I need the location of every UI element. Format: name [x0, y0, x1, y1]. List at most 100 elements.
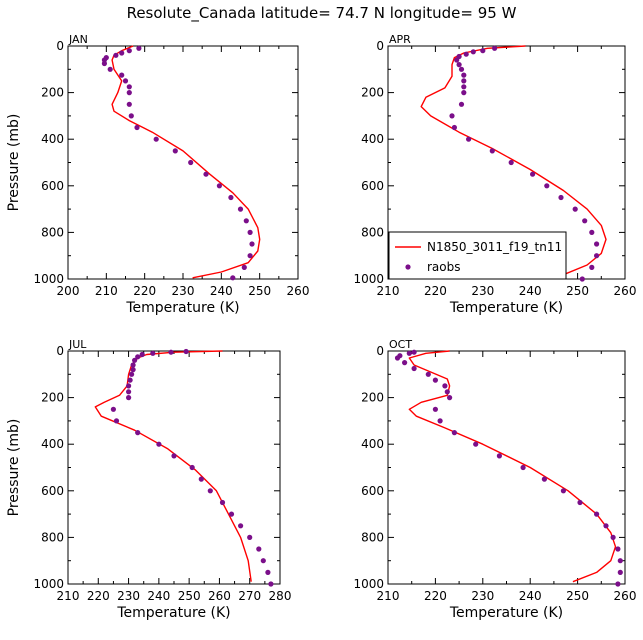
obs-point	[411, 349, 417, 355]
x-tick-label: 220	[424, 284, 447, 298]
y-tick-label: 400	[41, 132, 64, 146]
obs-point	[265, 569, 271, 576]
obs-point	[135, 430, 141, 436]
panel-jul: 210 220 230 240 250 260 270 280 0 200 400 600 800 100…	[6, 338, 291, 621]
obs-point	[442, 383, 448, 389]
obs-point	[153, 136, 159, 142]
y-tick-label: 1000	[33, 577, 64, 591]
y-tick-label: 800	[361, 225, 384, 239]
y-tick-label: 1000	[353, 577, 384, 591]
obs-point	[126, 389, 132, 395]
legend-box	[388, 231, 567, 280]
y-tick-label: 600	[361, 179, 384, 193]
obs-point	[425, 371, 431, 377]
x-tick-label: 230	[471, 589, 494, 603]
obs-point	[461, 72, 467, 78]
obs-point	[247, 534, 253, 541]
obs-point	[126, 48, 132, 54]
panel-label: JUL	[68, 338, 87, 351]
obs-point	[617, 569, 623, 576]
obs-point	[508, 159, 514, 166]
obs-point	[238, 523, 244, 529]
obs-point	[496, 453, 502, 459]
plot-frame-jan	[67, 45, 299, 280]
panel-label: OCT	[389, 338, 412, 351]
obs-point	[230, 275, 236, 281]
x-tick-label: 210	[377, 589, 400, 603]
obs-point	[126, 90, 132, 96]
y-tick-label: 400	[41, 437, 64, 451]
obs-point	[172, 148, 178, 154]
obs-point	[128, 113, 134, 119]
obs-point	[189, 464, 195, 471]
y-tick-label: 0	[376, 344, 384, 358]
obs-point	[150, 350, 156, 356]
x-tick-label: 220	[133, 284, 156, 298]
obs-point	[119, 72, 125, 78]
obs-point	[432, 377, 438, 383]
obs-point	[168, 349, 174, 355]
obs-point	[461, 78, 467, 84]
obs-point	[615, 546, 621, 552]
obs-point	[130, 367, 136, 373]
obs-point	[461, 90, 467, 96]
panel-label: APR	[389, 33, 411, 46]
x-tick-label: 240	[519, 284, 542, 298]
obs-point	[203, 171, 209, 177]
legend-obs-swatch	[405, 264, 411, 270]
obs-point	[126, 383, 132, 389]
y-tick-label: 800	[361, 530, 384, 544]
obs-point	[473, 441, 479, 447]
obs-point	[139, 351, 145, 358]
obs-point	[458, 66, 465, 72]
y-tick-label: 400	[361, 437, 384, 451]
y-tick-label: 0	[56, 39, 64, 53]
obs-point	[136, 45, 142, 51]
x-tick-label: 250	[566, 589, 589, 603]
obs-point	[610, 534, 616, 541]
model-line-oct	[408, 350, 617, 583]
obs-point	[406, 350, 412, 356]
obs-point	[237, 206, 244, 212]
obs-point	[101, 60, 107, 67]
y-tick-label: 0	[56, 344, 64, 358]
y-tick-label: 200	[41, 391, 64, 405]
obs-point	[207, 488, 213, 494]
legend-model-label: N1850_3011_f19_tn11	[427, 240, 562, 254]
x-tick-label: 260	[208, 589, 231, 603]
x-tick-label: 250	[248, 284, 271, 298]
chart-title: Resolute_Canada latitude= 74.7 N longitu…	[127, 4, 517, 23]
obs-point	[594, 511, 600, 517]
obs-point	[241, 264, 247, 270]
x-tick-label: 260	[614, 284, 637, 298]
obs-point	[444, 389, 450, 395]
obs-point	[451, 430, 457, 436]
x-tick-label: 220	[87, 589, 110, 603]
x-tick-label: 220	[424, 589, 447, 603]
obs-point	[411, 365, 417, 372]
y-tick-label: 200	[361, 391, 384, 405]
x-tick-label: 260	[614, 589, 637, 603]
obs-point	[260, 558, 266, 564]
y-tick-label: 800	[41, 530, 64, 544]
y-axis-label: Pressure (mb)	[6, 114, 22, 212]
obs-point	[461, 84, 467, 90]
obs-point	[579, 276, 585, 282]
obs-point	[171, 453, 177, 459]
obs-point	[135, 354, 141, 360]
obs-point	[126, 101, 132, 107]
y-tick-label: 600	[41, 484, 64, 498]
obs-point	[449, 113, 455, 119]
x-tick-label: 250	[178, 589, 201, 603]
x-tick-label: 210	[57, 589, 80, 603]
obs-point	[256, 546, 262, 552]
model-line-jan	[111, 45, 261, 279]
x-axis-label: Temperature (K)	[449, 300, 563, 316]
obs-point	[458, 101, 465, 107]
obs-point	[456, 62, 462, 68]
x-tick-label: 270	[238, 589, 261, 603]
obs-point	[603, 523, 609, 529]
obs-point	[183, 348, 189, 355]
